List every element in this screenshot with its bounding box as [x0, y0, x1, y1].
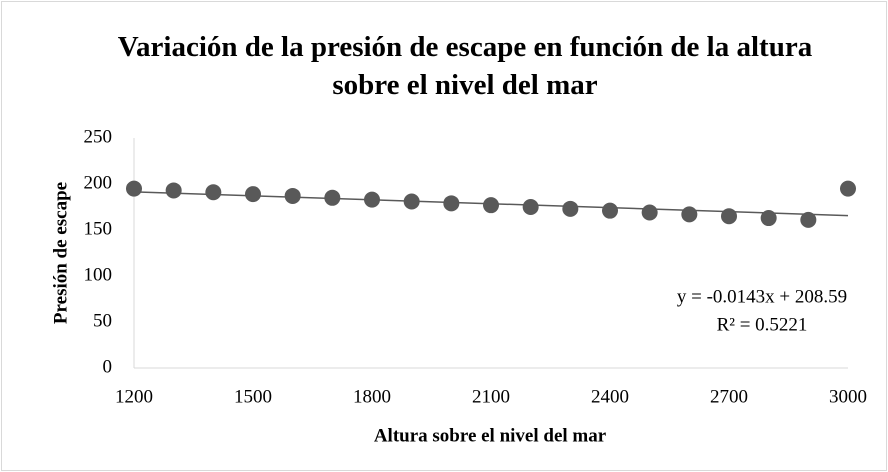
point — [284, 187, 301, 204]
point — [681, 206, 698, 223]
x-tick-label: 2400 — [591, 386, 629, 407]
x-axis-label: Altura sobre el nivel del mar — [374, 425, 607, 446]
point — [483, 197, 499, 214]
x-tick-label: 3000 — [829, 386, 867, 407]
y-axis-label: Presión de escape — [50, 182, 71, 324]
point — [760, 210, 777, 227]
point — [364, 191, 380, 208]
y-tick-label: 250 — [84, 126, 113, 147]
x-tick-label: 1200 — [115, 386, 153, 407]
point — [840, 180, 856, 197]
point — [324, 189, 341, 206]
point — [165, 182, 182, 199]
trendline-equation: y = -0.0143x + 208.59 — [677, 286, 847, 307]
x-tick-label: 2700 — [710, 386, 748, 407]
point — [800, 211, 817, 228]
point — [721, 208, 737, 225]
point — [205, 184, 222, 201]
y-tick-label: 50 — [93, 310, 112, 331]
point — [562, 200, 579, 217]
point — [641, 204, 658, 221]
y-tick-label: 0 — [103, 356, 113, 377]
x-tick-label: 1500 — [234, 386, 272, 407]
point — [245, 186, 261, 203]
x-tick-label: 1800 — [353, 386, 391, 407]
point — [602, 202, 618, 219]
y-tick-label: 100 — [84, 264, 113, 285]
trendline-r2: R² = 0.5221 — [717, 314, 808, 335]
point — [403, 193, 420, 210]
point — [126, 180, 142, 197]
point — [443, 195, 460, 212]
y-tick-label: 200 — [84, 172, 113, 193]
x-tick-label: 2100 — [472, 386, 510, 407]
point — [522, 199, 539, 215]
y-tick-label: 150 — [84, 218, 113, 239]
chart-title: Variación de la presión de escape en fun… — [117, 31, 813, 101]
